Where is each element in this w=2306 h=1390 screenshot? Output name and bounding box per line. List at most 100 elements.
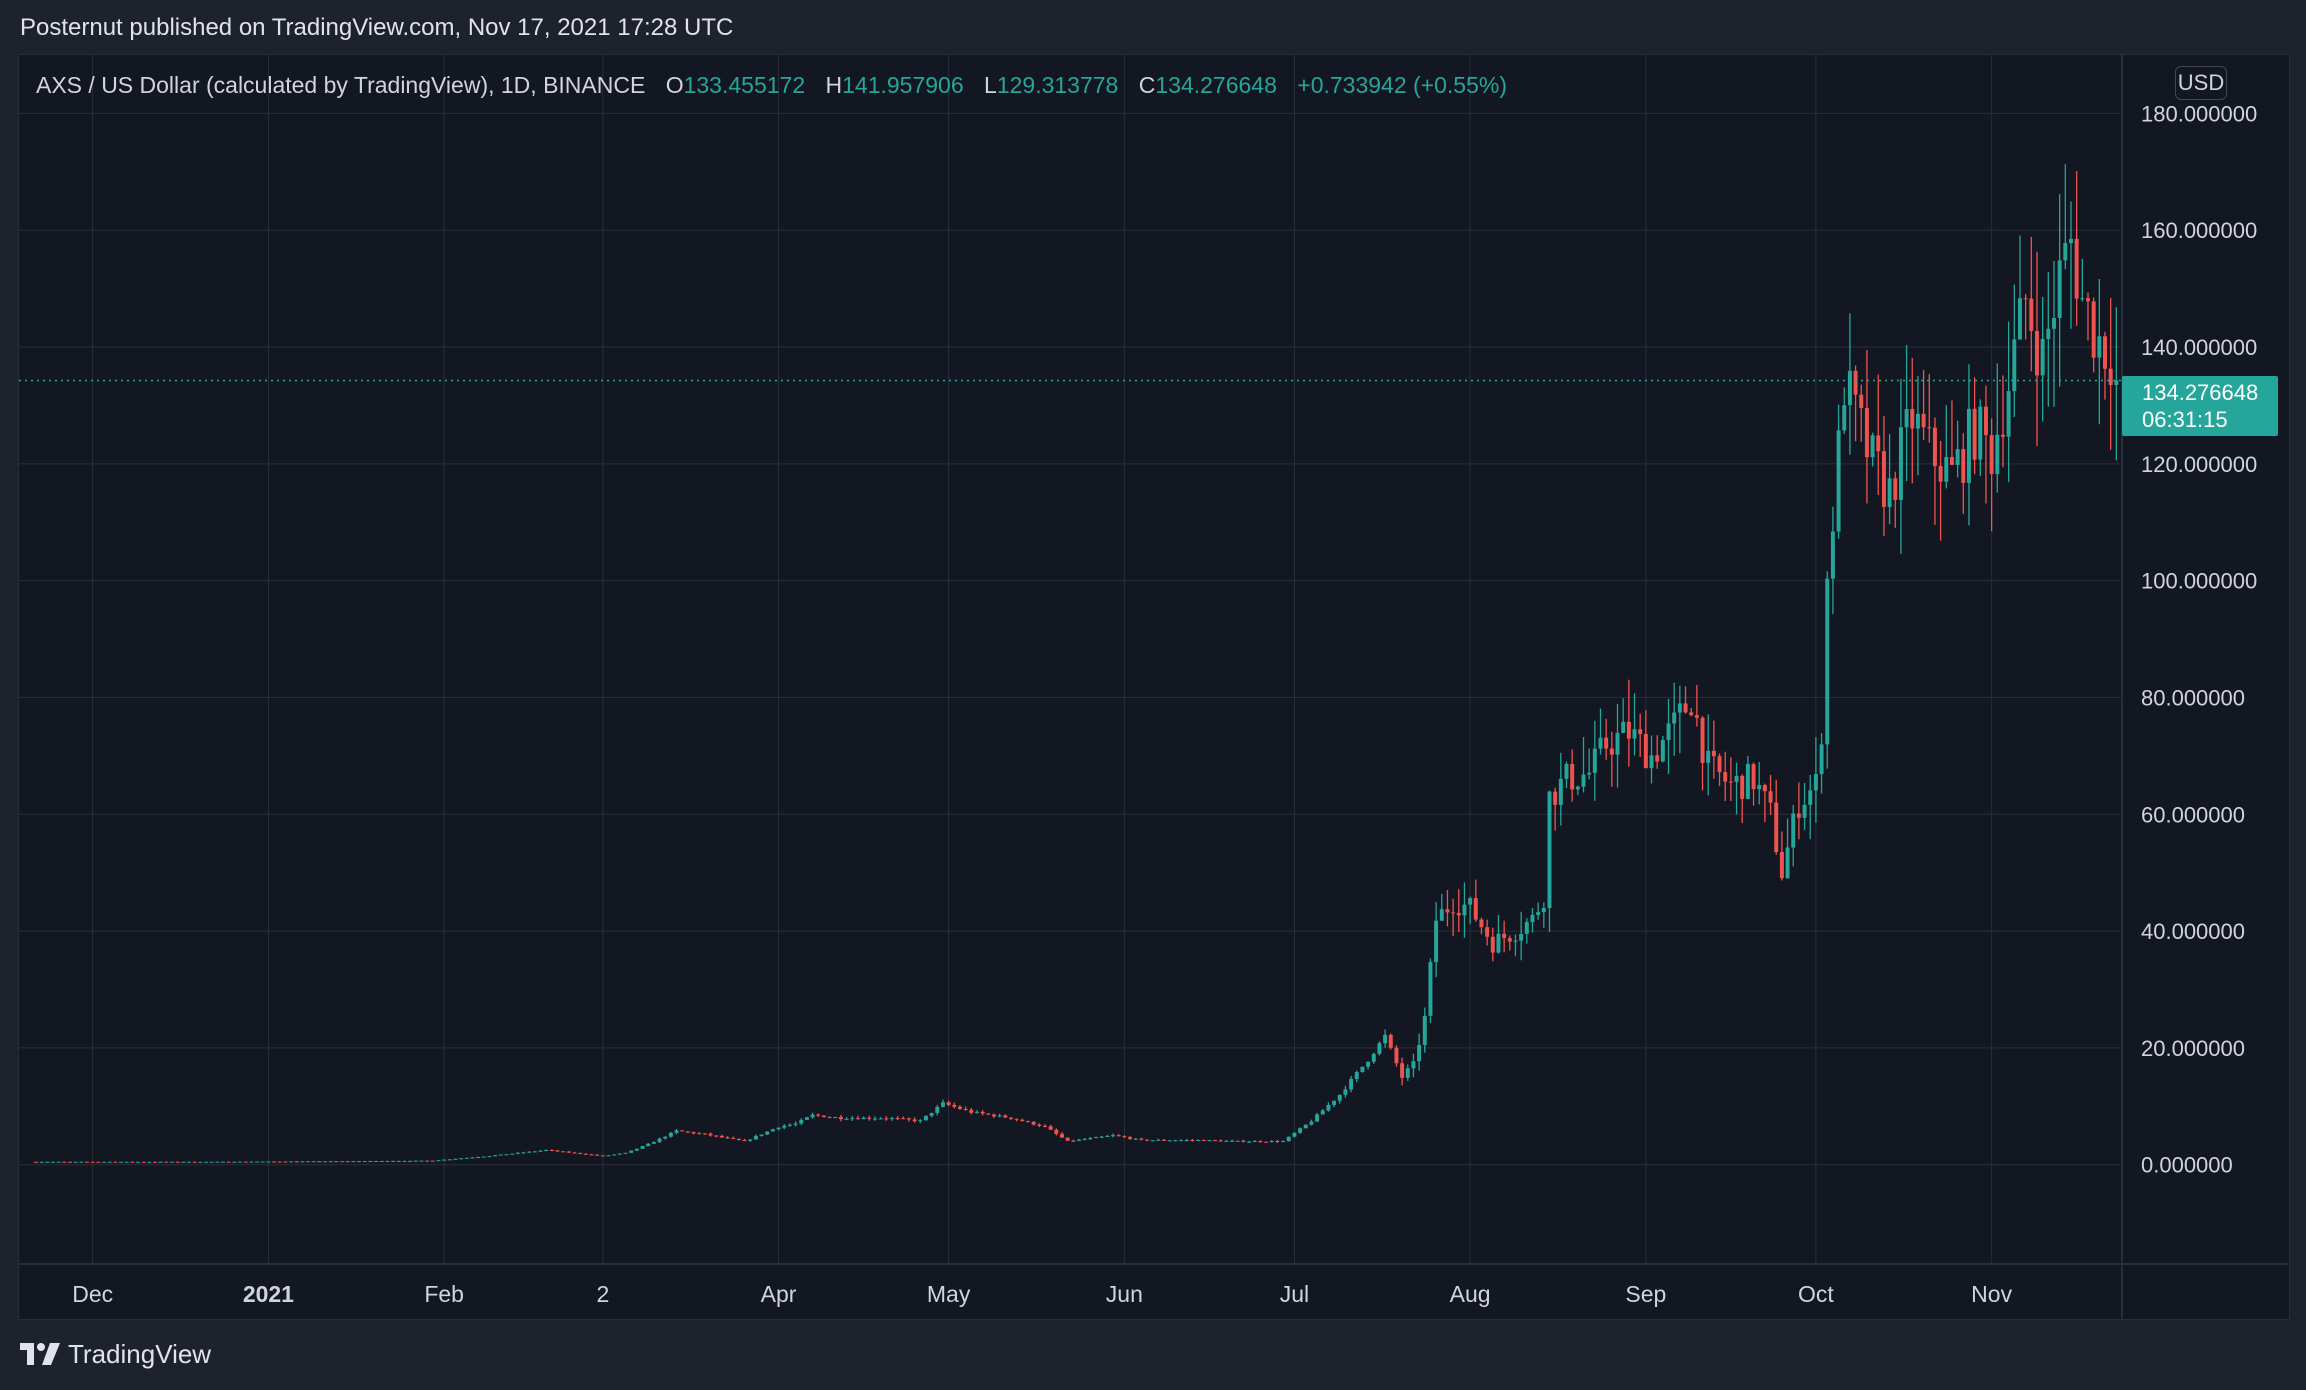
candle-body — [1286, 1136, 1291, 1142]
chart-frame[interactable] — [18, 54, 2290, 1320]
candle-body — [736, 1138, 741, 1141]
candle-body — [56, 1161, 61, 1163]
candle-body — [952, 1104, 957, 1107]
candle-body — [1961, 449, 1966, 483]
candle-body — [1337, 1094, 1342, 1101]
candle-body — [1723, 772, 1728, 782]
candle-body — [2091, 301, 2096, 358]
candle-body — [521, 1152, 526, 1154]
candle-body — [1598, 737, 1603, 749]
candle-body — [39, 1161, 44, 1163]
candle-body — [374, 1160, 379, 1162]
candle-body — [1757, 785, 1762, 790]
candle-body — [1065, 1137, 1070, 1141]
candle-body — [1689, 712, 1694, 716]
candle-body — [289, 1161, 294, 1163]
candle-body — [136, 1161, 141, 1163]
candle-body — [2023, 298, 2028, 300]
candle-body — [1825, 578, 1830, 745]
candle-body — [566, 1151, 571, 1153]
candle-body — [1581, 774, 1586, 787]
candle-body — [2046, 328, 2051, 339]
candle-body — [810, 1114, 815, 1118]
candle-body — [1218, 1140, 1223, 1142]
candle-body — [719, 1135, 724, 1138]
candle-body — [555, 1150, 560, 1152]
candle-body — [759, 1134, 764, 1136]
candle-body — [1456, 912, 1461, 916]
candle-body — [1955, 449, 1960, 465]
candle-body — [912, 1119, 917, 1122]
candle-body — [300, 1161, 305, 1163]
candle-body — [1252, 1141, 1257, 1143]
candle-body — [1145, 1139, 1150, 1141]
candle-body — [2051, 318, 2056, 329]
candle-body — [340, 1161, 345, 1163]
candle-body — [867, 1117, 872, 1119]
candle-body — [1167, 1140, 1172, 1142]
candle-body — [657, 1138, 662, 1143]
candle-body — [884, 1118, 889, 1120]
candle-body — [2034, 330, 2039, 376]
candle-body — [1400, 1063, 1405, 1078]
candle-body — [1439, 909, 1444, 921]
candle-body — [1196, 1139, 1201, 1141]
candle-body — [1292, 1132, 1297, 1137]
candle-body — [1105, 1135, 1110, 1137]
candle-body — [1173, 1140, 1178, 1142]
candle-body — [770, 1129, 775, 1132]
candle-body — [1116, 1135, 1121, 1137]
candle-body — [238, 1161, 243, 1163]
candle-body — [1269, 1141, 1274, 1143]
candle-body — [1717, 756, 1722, 773]
tradingview-logo[interactable]: TradingView — [20, 1338, 211, 1370]
candle-body — [1507, 938, 1512, 942]
candle-body — [1541, 907, 1546, 913]
candle-body — [578, 1152, 583, 1154]
y-tick-label: 100.000000 — [2141, 569, 2257, 594]
candle-body — [2103, 336, 2107, 369]
candle-body — [1779, 851, 1784, 879]
candle-body — [255, 1161, 260, 1163]
x-tick-label: Apr — [761, 1281, 797, 1307]
candle-body — [889, 1118, 894, 1120]
candle-body — [1978, 406, 1983, 460]
legend-symbol[interactable]: AXS / US Dollar (calculated by TradingVi… — [36, 72, 646, 98]
candle-body — [1315, 1114, 1320, 1122]
currency-button[interactable]: USD — [2175, 66, 2227, 100]
candle-body — [1745, 764, 1750, 799]
legend-low-value: 129.313778 — [996, 72, 1119, 98]
candle-body — [476, 1157, 481, 1159]
legend-high-label: H — [825, 72, 843, 98]
x-tick-label: Dec — [72, 1281, 113, 1307]
x-tick-label: Sep — [1625, 1281, 1666, 1307]
candle-body — [1394, 1047, 1399, 1064]
candle-body — [804, 1117, 809, 1120]
legend-open-value: 133.455172 — [683, 72, 806, 98]
candle-body — [1003, 1115, 1008, 1118]
candle-body — [1451, 912, 1456, 914]
candle-body — [1700, 717, 1705, 763]
candle-body — [872, 1118, 877, 1120]
candle-body — [260, 1161, 265, 1163]
candle-body — [782, 1125, 787, 1128]
candle-body — [510, 1153, 515, 1155]
candle-body — [209, 1161, 214, 1163]
y-tick-label: 20.000000 — [2141, 1036, 2245, 1061]
symbol-legend: AXS / US Dollar (calculated by TradingVi… — [36, 72, 1507, 99]
candle-body — [1808, 790, 1813, 805]
candle-body — [1649, 755, 1654, 769]
candle-body — [1048, 1126, 1053, 1130]
candle-body — [1626, 721, 1631, 739]
candle-body — [2080, 298, 2085, 300]
candle-body — [714, 1135, 719, 1137]
candle-body — [493, 1155, 498, 1157]
candle-body — [1354, 1072, 1359, 1079]
candle-body — [62, 1161, 67, 1163]
candle-body — [1008, 1117, 1013, 1119]
candle-body — [1388, 1034, 1393, 1048]
candle-body — [323, 1161, 328, 1163]
candle-body — [1122, 1136, 1127, 1138]
candle-body — [1014, 1118, 1019, 1120]
